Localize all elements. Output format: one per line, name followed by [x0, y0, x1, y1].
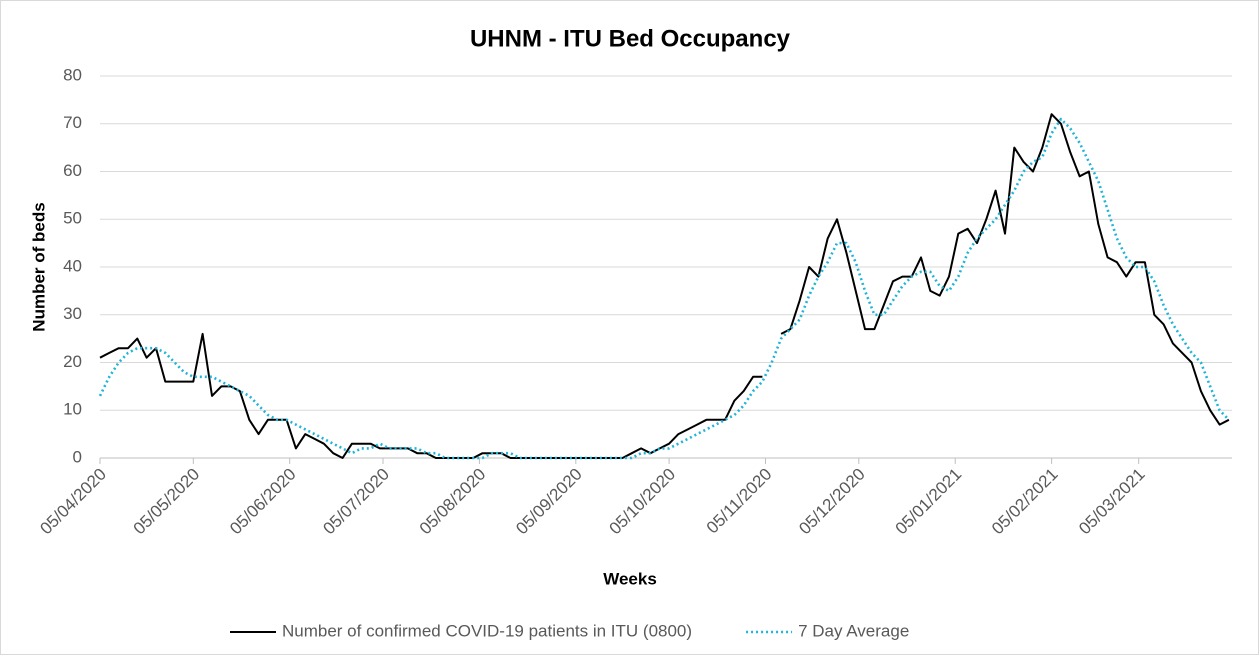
y-tick-label: 50: [63, 209, 82, 228]
data-line: [99, 113, 1230, 459]
y-axis-label: Number of beds: [29, 202, 48, 331]
legend-label: Number of confirmed COVID-19 patients in…: [282, 621, 692, 640]
y-tick-label: 10: [63, 400, 82, 419]
data-line: [98, 117, 1230, 460]
y-tick-label: 60: [63, 161, 82, 180]
chart-title: UHNM - ITU Bed Occupancy: [470, 25, 791, 52]
x-axis-label: Weeks: [603, 569, 657, 588]
y-tick-label: 70: [63, 113, 82, 132]
y-tick-label: 20: [63, 352, 82, 371]
legend-label: 7 Day Average: [798, 621, 909, 640]
y-tick-label: 40: [63, 256, 82, 275]
y-tick-label: 30: [63, 304, 82, 323]
y-tick-label: 0: [73, 447, 82, 466]
y-tick-label: 80: [63, 65, 82, 84]
